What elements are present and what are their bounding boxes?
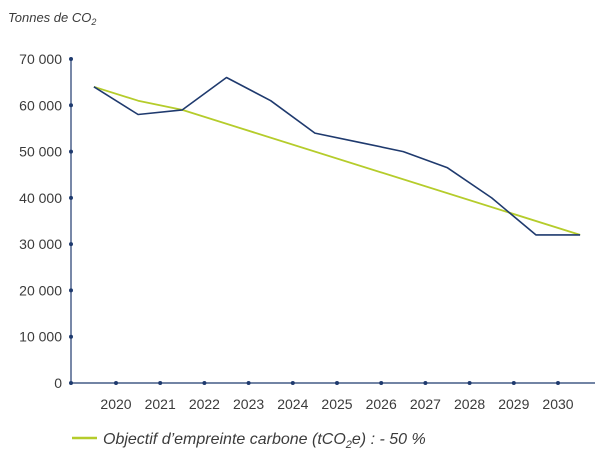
y-tick-label: 40 000 [19, 190, 62, 206]
x-tick-label: 2029 [498, 396, 529, 412]
x-tick-label: 2021 [145, 396, 176, 412]
y-tick-label: 10 000 [19, 329, 62, 345]
series-line-actual [93, 76, 581, 236]
x-tick-label: 2020 [100, 396, 131, 412]
x-tick-label: 2022 [189, 396, 220, 412]
series-line-target [93, 85, 581, 236]
x-axis-ticks: 2020 2021 2022 2023 2024 2025 2026 2027 2028 2029… [100, 381, 574, 412]
x-tick-label: 2023 [233, 396, 264, 412]
x-tick-label: 2025 [321, 396, 352, 412]
legend-label-target: Objectif d’empreinte carbone (tCO2e) : -… [103, 431, 426, 451]
y-tick-label: 60 000 [19, 97, 62, 113]
y-axis-label: Tonnes de CO2 [8, 10, 96, 27]
y-axis-ticks: 0 10 000 20 000 30 000 40 000 50 000 60 000 70 … [19, 51, 73, 391]
x-tick-label: 2028 [454, 396, 485, 412]
y-tick-label: 30 000 [19, 236, 62, 252]
x-tick-label: 2026 [366, 396, 397, 412]
x-tick-label: 2027 [410, 396, 441, 412]
x-tick-label: 2024 [277, 396, 308, 412]
y-tick-label: 50 000 [19, 144, 62, 160]
series-group [93, 76, 581, 236]
y-tick-label: 20 000 [19, 282, 62, 298]
legend: Objectif d’empreinte carbone (tCO2e) : -… [72, 431, 426, 451]
y-tick-label: 70 000 [19, 51, 62, 67]
x-tick-label: 2030 [542, 396, 573, 412]
y-tick-label: 0 [54, 375, 62, 391]
